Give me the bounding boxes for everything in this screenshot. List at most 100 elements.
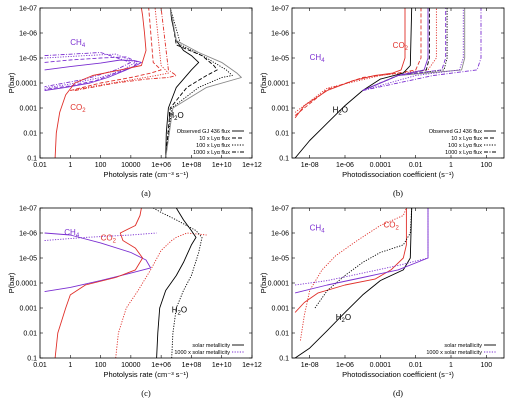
- panel-label: (a): [141, 188, 151, 198]
- species-label: CH4: [70, 38, 86, 49]
- species-label-subscript: 2: [405, 46, 409, 52]
- species-label: H2O: [333, 105, 348, 116]
- species-label-subscript: 2: [82, 108, 86, 114]
- x-tick-label: 1e+08: [182, 162, 202, 169]
- species-label-main: H: [168, 111, 174, 120]
- y-axis-label: P(bar): [259, 72, 268, 93]
- series-group: [294, 8, 482, 158]
- series-line-h2o-4: [156, 208, 197, 358]
- x-tick-label: 0.0001: [370, 362, 392, 369]
- y-tick-label: 1e-06: [19, 31, 37, 38]
- species-label: CH4: [310, 53, 326, 64]
- species-label-suffix: O: [342, 105, 348, 114]
- y-tick-label: 1e-06: [19, 231, 37, 238]
- x-tick-label: 1e+10: [212, 162, 232, 169]
- legend-entry-label: Observed GJ 436 flux: [177, 129, 230, 135]
- y-tick-label: 0.01: [275, 131, 289, 138]
- x-tick-label: 1: [449, 162, 453, 169]
- legend-entry-label: 10 x Lyα flux: [199, 136, 230, 142]
- series-line-co2-6: [70, 8, 169, 91]
- chart-panel-4: 1e-07 1e-06 1e-05 0.0001 0.001 0.01 0.1 1e-08 1e…: [259, 206, 505, 398]
- x-tick-label: 10000: [121, 162, 141, 169]
- series-line-h2o-3: [294, 8, 413, 158]
- y-tick-label: 1e-07: [19, 6, 37, 13]
- plot-frame: [39, 7, 253, 159]
- x-tick-label: 0.01: [33, 362, 47, 369]
- species-label-subscript: 2: [395, 225, 399, 231]
- species-label-main: H: [336, 313, 342, 322]
- species-label-suffix: O: [345, 313, 351, 322]
- x-axis-label: Photodissociation coefficient (s⁻¹): [342, 370, 454, 379]
- species-label-subscript: 2: [178, 310, 182, 316]
- species-label-main: CH: [310, 53, 322, 62]
- series-line-ch4-4: [294, 208, 429, 294]
- x-tick-label: 1e+06: [151, 162, 171, 169]
- species-label: CO2: [70, 103, 86, 114]
- y-tick-label: 0.0001: [268, 81, 290, 88]
- x-tick-label: 1e-08: [301, 362, 319, 369]
- y-tick-label: 1e-06: [271, 31, 289, 38]
- series-line-co2-7: [74, 8, 177, 91]
- plot-frame: [291, 207, 505, 359]
- species-label-main: H: [172, 305, 178, 314]
- species-label-subscript: 2: [174, 116, 178, 122]
- y-tick-label: 1e-07: [271, 6, 289, 13]
- series-group: [44, 8, 242, 158]
- x-tick-label: 1: [68, 162, 72, 169]
- series-line-ch4-0: [44, 59, 142, 91]
- y-tick-label: 0.0001: [16, 281, 38, 288]
- y-tick-label: 0.01: [23, 131, 37, 138]
- species-label-main: CO: [70, 103, 82, 112]
- y-tick-label: 0.001: [271, 106, 289, 113]
- y-tick-label: 0.1: [27, 356, 37, 363]
- plot-frame: [291, 7, 505, 159]
- species-label-suffix: O: [177, 111, 183, 120]
- species-label: CO2: [393, 41, 409, 52]
- species-label-subscript: 2: [342, 318, 346, 324]
- species-label: CH4: [64, 228, 80, 239]
- legend-entry-label: 100 x Lyα flux: [448, 143, 482, 149]
- species-label-main: CO: [101, 234, 113, 243]
- y-tick-label: 1e-07: [271, 206, 289, 213]
- y-tick-label: 0.1: [27, 156, 37, 163]
- series-line-h2o-3: [314, 208, 413, 309]
- y-axis-label: P(bar): [7, 272, 16, 293]
- series-line-co2-1: [299, 208, 407, 341]
- series-line-h2o-9: [165, 8, 218, 158]
- series-line-ch4-0: [44, 232, 152, 293]
- y-tick-label: 0.1: [279, 156, 289, 163]
- legend-entry-label: 1000 x solar metallicity: [174, 350, 230, 356]
- y-tick-label: 1e-05: [271, 56, 289, 63]
- species-label-main: CO: [383, 220, 395, 229]
- chart-panel-2: 1e-07 1e-06 1e-05 0.0001 0.001 0.01 0.1 1e-08 1e…: [259, 6, 505, 198]
- series-group: [294, 208, 429, 358]
- x-tick-label: 100: [480, 162, 492, 169]
- x-tick-label: 0.01: [33, 162, 47, 169]
- species-label-main: CO: [393, 41, 405, 50]
- species-label: H2O: [336, 313, 351, 324]
- species-label: CO2: [383, 220, 399, 231]
- x-tick-label: 1e+12: [242, 162, 262, 169]
- x-tick-label: 100: [95, 162, 107, 169]
- panel-label: (c): [141, 388, 151, 398]
- species-label-main: H: [333, 105, 339, 114]
- species-label: H2O: [172, 305, 187, 316]
- x-axis-label: Photolysis rate (cm⁻³ s⁻¹): [103, 370, 189, 379]
- series-line-ch4-1: [44, 232, 157, 241]
- x-tick-label: 0.01: [409, 162, 423, 169]
- legend-entry-label: 1000 x Lyα flux: [193, 150, 230, 156]
- species-label-subscript: 4: [76, 233, 80, 239]
- y-tick-label: 0.0001: [16, 81, 38, 88]
- x-tick-label: 100: [480, 362, 492, 369]
- y-tick-label: 0.1: [279, 356, 289, 363]
- species-label-subscript: 2: [338, 110, 342, 116]
- series-line-ch4-10: [362, 8, 482, 91]
- y-tick-label: 0.01: [275, 331, 289, 338]
- series-line-co2-2: [54, 208, 144, 358]
- species-label-main: CH: [64, 228, 76, 237]
